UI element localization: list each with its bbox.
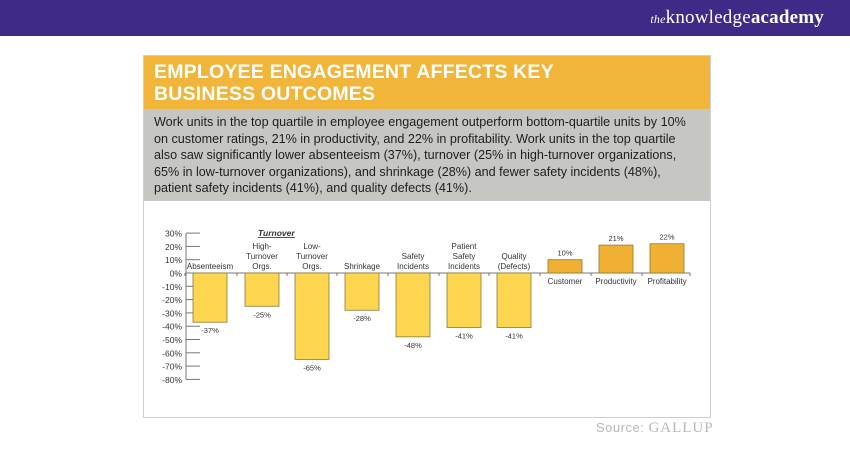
data-label: -28% bbox=[353, 314, 371, 323]
y-tick-label: 10% bbox=[165, 255, 182, 265]
bar-9 bbox=[649, 243, 685, 274]
bar-6 bbox=[496, 272, 532, 328]
bar-4 bbox=[395, 272, 431, 338]
gallup-logo: GALLUP bbox=[648, 420, 714, 436]
data-label: -65% bbox=[303, 363, 321, 372]
bar-8 bbox=[598, 244, 634, 274]
category-label: Quality (Defects) bbox=[498, 252, 531, 271]
y-tick-label: -30% bbox=[162, 308, 182, 318]
source-label: Source: bbox=[596, 420, 645, 435]
title-band: EMPLOYEE ENGAGEMENT AFFECTS KEY BUSINESS… bbox=[144, 56, 710, 109]
data-label: 21% bbox=[608, 234, 623, 243]
category-label: Customer bbox=[548, 277, 583, 286]
source-credit: Source: GALLUP bbox=[596, 420, 714, 437]
category-label: Safety Incidents bbox=[397, 252, 429, 271]
y-tick-label: -50% bbox=[162, 335, 182, 345]
data-label: -48% bbox=[404, 341, 422, 350]
bar-1 bbox=[244, 272, 280, 307]
data-label: -41% bbox=[505, 332, 523, 341]
bar-2 bbox=[294, 272, 330, 360]
category-label: Profitability bbox=[647, 277, 686, 286]
infographic-title: EMPLOYEE ENGAGEMENT AFFECTS KEY BUSINESS… bbox=[154, 61, 554, 105]
category-label: Absenteeism bbox=[187, 262, 234, 271]
y-tick-label: 0% bbox=[170, 269, 183, 279]
header-bar: theknowledgeacademy bbox=[0, 0, 850, 36]
bar-5 bbox=[446, 272, 482, 328]
category-label: Productivity bbox=[595, 277, 636, 286]
data-label: -37% bbox=[201, 326, 219, 335]
y-tick-label: -80% bbox=[162, 375, 182, 385]
turnover-group-label: Turnover bbox=[258, 228, 295, 238]
bar-7 bbox=[547, 259, 583, 274]
bar-0 bbox=[192, 272, 228, 323]
infographic-card: EMPLOYEE ENGAGEMENT AFFECTS KEY BUSINESS… bbox=[143, 55, 711, 418]
data-label: -41% bbox=[455, 332, 473, 341]
category-label: Patient Safety Incidents bbox=[448, 242, 480, 271]
data-label: 10% bbox=[557, 249, 572, 258]
y-tick-label: -70% bbox=[162, 362, 182, 372]
category-label: Low-Turnover Orgs. bbox=[296, 242, 328, 271]
category-label: Shrinkage bbox=[344, 262, 381, 271]
y-tick-label: -40% bbox=[162, 322, 182, 332]
infographic-description: Work units in the top quartile in employ… bbox=[154, 115, 686, 195]
data-label: 22% bbox=[659, 233, 674, 242]
data-label: -25% bbox=[253, 310, 271, 319]
y-tick-label: -10% bbox=[162, 282, 182, 292]
y-tick-label: -60% bbox=[162, 348, 182, 358]
description-band: Work units in the top quartile in employ… bbox=[144, 109, 710, 201]
y-tick-label: -20% bbox=[162, 295, 182, 305]
category-label: High-Turnover Orgs. bbox=[246, 242, 278, 271]
y-tick-label: 20% bbox=[165, 242, 182, 252]
knowledge-academy-logo[interactable]: theknowledgeacademy bbox=[650, 7, 824, 28]
bar-3 bbox=[344, 272, 380, 311]
y-tick-label: 30% bbox=[165, 229, 182, 239]
